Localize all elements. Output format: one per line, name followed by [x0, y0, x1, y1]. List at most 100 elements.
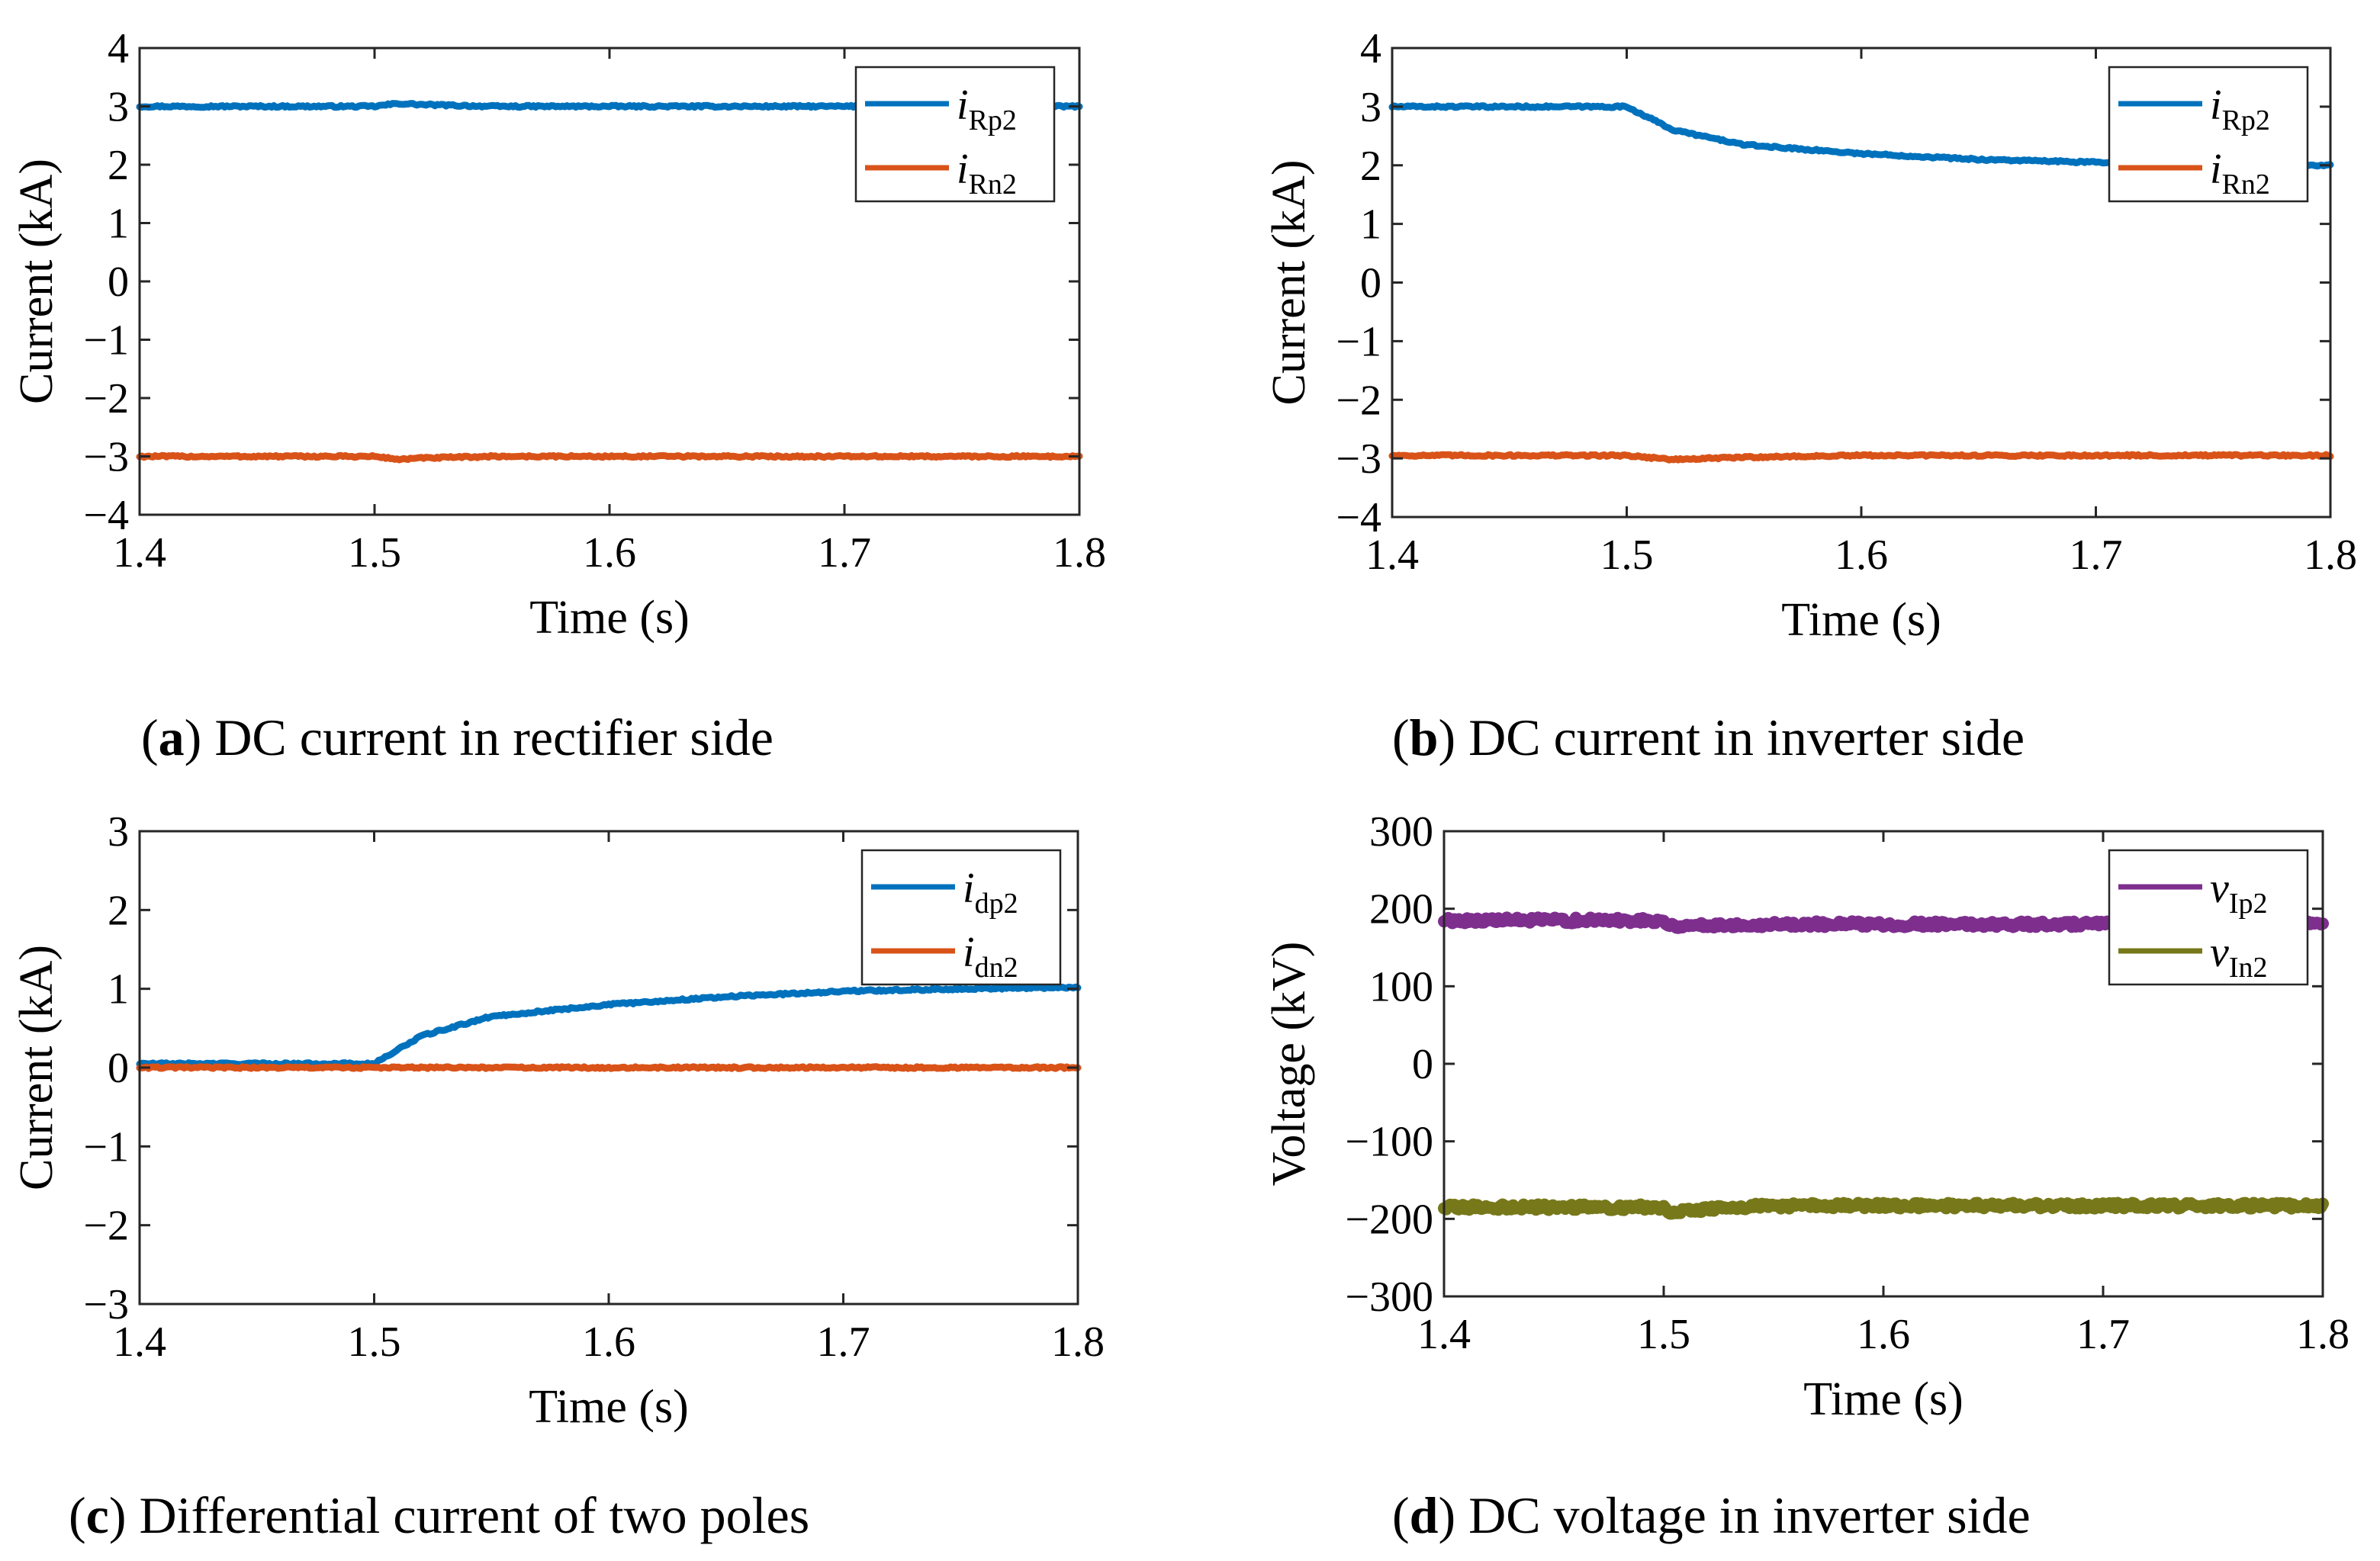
legend-symbol: i — [2210, 82, 2222, 129]
panel-caption: (a) DC current in rectifier side — [141, 708, 774, 766]
caption-text: DC current in inverter side — [1455, 708, 2025, 766]
y-tick-label: −1 — [83, 1123, 129, 1171]
series-line-Rn2 — [1388, 451, 2334, 464]
legend-entry-Rn2: iRn2 — [957, 146, 1017, 201]
x-tick-label: 1.6 — [1835, 532, 1888, 579]
y-tick-label: 100 — [1369, 963, 1433, 1010]
panel-caption: (b) DC current in inverter side — [1392, 708, 2025, 766]
y-tick-label: 3 — [1360, 84, 1381, 131]
x-axis-label: Time (s) — [1803, 1373, 1963, 1425]
y-tick-label: 0 — [1412, 1041, 1433, 1088]
panel-d: 1.4 1.5 1.6 1.7 1.8 −300 −200 −100 0 100 200 300 Tim… — [1263, 808, 2349, 1544]
legend-subscript: Rp2 — [2222, 104, 2270, 137]
x-axis-label: Time (s) — [529, 1381, 689, 1433]
legend-entry-Rp2: iRp2 — [957, 82, 1017, 137]
legend-subscript: dn2 — [975, 952, 1018, 984]
y-tick-label: −3 — [83, 434, 129, 481]
legend-box — [2108, 66, 2309, 203]
legend: idp2 idn2 — [860, 849, 1062, 986]
x-tick-label: 1.5 — [1637, 1311, 1690, 1358]
legend: vIp2 vIn2 — [2108, 849, 2309, 986]
caption-paren: ( — [1392, 708, 1410, 766]
x-tick-label: 1.7 — [2076, 1311, 2130, 1358]
x-tick-label: 1.8 — [2304, 532, 2357, 579]
y-tick-label: 0 — [108, 259, 129, 306]
y-tick-label: 3 — [108, 808, 129, 856]
y-tick-label: −200 — [1345, 1196, 1433, 1243]
legend-subscript: Ip2 — [2229, 888, 2268, 920]
caption-paren: ) — [1438, 1486, 1455, 1544]
legend-subscript: dp2 — [975, 888, 1018, 920]
legend-subscript: Rp2 — [969, 104, 1017, 137]
y-tick-label: 1 — [108, 966, 129, 1013]
series-line-dn2 — [136, 1063, 1082, 1072]
caption-paren: ( — [141, 708, 159, 766]
y-axis-label: Current (kA) — [11, 945, 63, 1190]
legend-box — [2108, 849, 2309, 986]
x-axis-label: Time (s) — [1781, 594, 1941, 646]
series-line-Rn2 — [136, 451, 1083, 464]
x-tick-label: 1.5 — [1600, 532, 1654, 579]
x-tick-label: 1.5 — [348, 1318, 401, 1366]
legend-entry-dp2: idp2 — [963, 865, 1018, 920]
legend: iRp2 iRn2 — [854, 66, 1056, 203]
y-tick-label: 2 — [108, 887, 129, 934]
y-axis-label: Current (kA) — [11, 159, 63, 404]
y-tick-label: −3 — [1336, 435, 1381, 483]
legend-entry-dn2: idn2 — [963, 929, 1018, 984]
x-tick-label: 1.4 — [1365, 532, 1419, 579]
y-tick-label: −2 — [1336, 377, 1381, 424]
x-tick-label: 1.6 — [1857, 1311, 1910, 1358]
x-axis-label: Time (s) — [529, 592, 690, 644]
y-tick-label: 0 — [1360, 260, 1381, 307]
y-tick-label: −3 — [83, 1281, 129, 1328]
legend-symbol: i — [957, 146, 969, 193]
y-tick-label: 1 — [1360, 201, 1381, 249]
x-tick-label: 1.4 — [1417, 1311, 1471, 1358]
legend-box — [860, 849, 1062, 986]
y-tick-label: −2 — [83, 1203, 129, 1250]
caption-paren: ) — [109, 1486, 127, 1544]
y-tick-label: −4 — [83, 492, 129, 539]
y-tick-label: 4 — [108, 25, 129, 72]
legend-entry-In2: vIn2 — [2210, 929, 2268, 984]
legend-symbol: v — [2210, 865, 2229, 912]
y-tick-label: 3 — [108, 84, 129, 131]
series-line-In2 — [1438, 1196, 2329, 1220]
panel-caption: (c) Differential current of two poles — [69, 1486, 809, 1544]
panel-c: 1.4 1.5 1.6 1.7 1.8 −3 −2 −1 0 1 2 3 Time (s) Current… — [11, 808, 1105, 1544]
x-tick-label: 1.7 — [817, 1318, 870, 1366]
y-tick-label: 300 — [1369, 808, 1433, 856]
legend-entry-Rp2: iRp2 — [2210, 82, 2270, 137]
y-tick-label: 4 — [1360, 25, 1381, 72]
x-tick-label: 1.7 — [818, 529, 871, 577]
caption-text: DC current in rectifier side — [201, 708, 774, 766]
y-tick-label: −100 — [1345, 1119, 1433, 1166]
y-tick-label: 0 — [108, 1045, 129, 1092]
caption-paren: ) — [185, 708, 202, 766]
caption-label: d — [1410, 1486, 1439, 1544]
caption-paren: ( — [1392, 1486, 1410, 1544]
y-axis-label: Current (kA) — [1263, 160, 1315, 406]
caption-label: a — [159, 708, 185, 766]
x-tick-label: 1.4 — [113, 1318, 166, 1366]
x-tick-label: 1.5 — [348, 529, 401, 577]
legend-subscript: Rn2 — [2222, 169, 2270, 201]
y-tick-label: −300 — [1345, 1274, 1433, 1321]
legend-symbol: i — [963, 929, 975, 976]
y-tick-label: 200 — [1369, 886, 1433, 933]
legend-subscript: In2 — [2229, 952, 2268, 984]
x-tick-label: 1.8 — [1051, 1318, 1105, 1366]
x-tick-label: 1.8 — [2296, 1311, 2349, 1358]
legend-entry-Rn2: iRn2 — [2210, 146, 2270, 201]
panel-caption: (d) DC voltage in inverter side — [1392, 1486, 2031, 1544]
legend-symbol: i — [2210, 146, 2222, 193]
x-tick-label: 1.6 — [582, 1318, 635, 1366]
y-tick-label: −1 — [1336, 318, 1381, 365]
caption-paren: ) — [1438, 708, 1455, 766]
y-tick-label: −2 — [83, 375, 129, 422]
y-tick-label: 2 — [108, 142, 129, 189]
panel-a: 1.4 1.5 1.6 1.7 1.8 −4 −3 −2 −1 0 1 2 3 4 Time (s) Curr… — [11, 25, 1106, 766]
x-tick-label: 1.8 — [1053, 529, 1106, 577]
